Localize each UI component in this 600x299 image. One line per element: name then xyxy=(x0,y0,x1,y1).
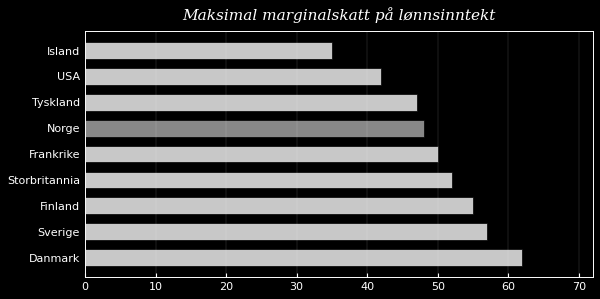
Bar xyxy=(85,120,424,137)
Bar xyxy=(85,68,382,85)
Title: Maksimal marginalskatt på lønnsinntekt: Maksimal marginalskatt på lønnsinntekt xyxy=(182,7,496,23)
Bar xyxy=(85,197,473,214)
Bar xyxy=(85,146,438,162)
Bar xyxy=(85,94,416,111)
Bar xyxy=(85,249,523,266)
Bar xyxy=(85,172,452,188)
Bar xyxy=(85,42,332,59)
Bar xyxy=(85,223,487,240)
